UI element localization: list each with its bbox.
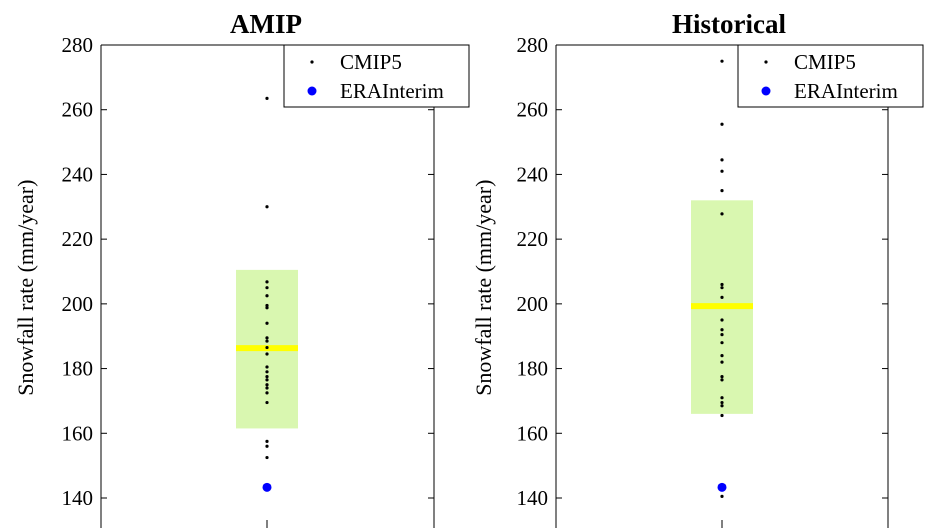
amip-cmip5-point	[265, 391, 269, 395]
historical-cmip5-point	[720, 189, 724, 193]
amip-cmip5-point	[265, 205, 269, 209]
historical-cmip5-point	[720, 169, 724, 173]
historical-cmip5-point	[720, 413, 724, 418]
amip-ytick-label: 240	[62, 162, 94, 186]
historical-cmip5-point	[720, 341, 724, 345]
amip-panel: AMIP Snowfall rate (mm/year) 140 160 180 200 2…	[13, 9, 470, 528]
amip-legend-label: ERAInterim	[340, 79, 444, 103]
historical-ytick-label: 260	[517, 98, 549, 122]
amip-cmip5-point	[265, 439, 269, 443]
historical-ytick-label: 240	[517, 162, 549, 186]
amip-cmip5-point	[265, 294, 269, 298]
historical-cmip5-point	[720, 295, 724, 299]
amip-erainterim-point	[262, 482, 272, 492]
amip-cmip5-point	[265, 455, 269, 460]
amip-cmip5-point	[265, 375, 269, 379]
historical-cmip5-point	[720, 375, 724, 379]
amip-legend-marker	[307, 86, 317, 96]
historical-legend-marker	[761, 86, 771, 96]
historical-legend-box	[737, 44, 924, 108]
amip-cmip5-point	[265, 306, 269, 310]
amip-cmip5-point	[265, 444, 269, 448]
historical-panel: Historical Snowfall rate (mm/year) 140 160 1…	[471, 9, 924, 528]
amip-legend-box	[283, 44, 470, 108]
historical-ytick-label: 200	[517, 292, 549, 316]
historical-ytick-label: 140	[517, 486, 549, 510]
amip-legend-label: CMIP5	[340, 50, 402, 74]
historical-cmip5-point	[720, 354, 724, 358]
amip-cmip5-point	[265, 370, 269, 374]
historical-ytick-label: 280	[517, 33, 549, 57]
historical-cmip5-point	[720, 59, 724, 63]
amip-ytick-label: 280	[62, 33, 94, 57]
amip-legend-marker	[310, 60, 314, 64]
amip-ytick-label: 200	[62, 292, 94, 316]
historical-cmip5-point	[720, 332, 724, 337]
historical-cmip5-point	[720, 378, 724, 382]
historical-title: Historical	[672, 9, 786, 39]
amip-cmip5-point	[265, 321, 269, 325]
amip-cmip5-point	[265, 336, 269, 340]
historical-legend-label: ERAInterim	[794, 79, 898, 103]
historical-cmip5-point	[720, 328, 724, 332]
historical-cmip5-point	[720, 360, 724, 364]
amip-cmip5-point	[265, 383, 269, 387]
historical-legend-label: CMIP5	[794, 50, 856, 74]
amip-ytick-label: 220	[62, 227, 94, 251]
historical-ytick-label: 220	[517, 227, 549, 251]
historical-cmip5-point	[720, 122, 724, 126]
amip-ytick-label: 140	[62, 486, 94, 510]
amip-cmip5-point	[265, 345, 269, 350]
historical-cmip5-point	[720, 212, 724, 216]
amip-cmip5-point	[265, 96, 269, 100]
amip-cmip5-point	[265, 303, 269, 308]
historical-cmip5-point	[720, 404, 724, 408]
historical-erainterim-point	[717, 482, 727, 492]
amip-ylabel: Snowfall rate (mm/year)	[13, 180, 38, 396]
amip-ytick-label: 180	[62, 357, 94, 381]
amip-cmip5-point	[265, 286, 269, 290]
amip-cmip5-point	[265, 339, 269, 343]
amip-cmip5-point	[265, 400, 269, 405]
historical-legend-marker	[764, 60, 768, 64]
amip-ytick-label: 160	[62, 421, 94, 445]
historical-cmip5-point	[720, 396, 724, 400]
historical-cmip5-point	[720, 286, 724, 290]
amip-cmip5-point	[265, 386, 269, 390]
historical-cmip5-point	[720, 318, 724, 322]
historical-cmip5-point	[720, 282, 724, 287]
historical-cmip5-point	[720, 400, 724, 405]
historical-ytick-label: 180	[517, 357, 549, 381]
amip-title: AMIP	[230, 9, 302, 39]
amip-cmip5-point	[265, 352, 269, 356]
historical-cmip5-point	[720, 494, 724, 498]
amip-cmip5-point	[265, 280, 269, 284]
amip-cmip5-point	[265, 378, 269, 382]
amip-cmip5-point	[265, 365, 269, 369]
historical-cmip5-point	[720, 158, 724, 162]
historical-ytick-label: 160	[517, 421, 549, 445]
amip-ytick-label: 260	[62, 98, 94, 122]
historical-ylabel: Snowfall rate (mm/year)	[471, 180, 496, 396]
